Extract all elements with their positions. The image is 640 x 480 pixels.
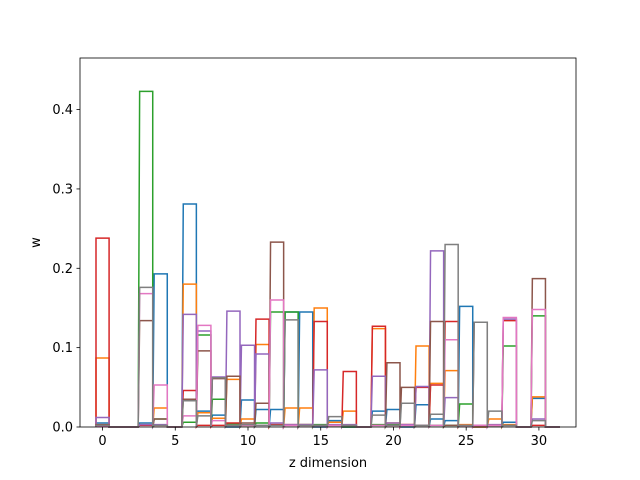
y-tick-label: 0.1 <box>52 341 73 356</box>
x-tick-label: 15 <box>312 434 329 449</box>
x-axis-label: z dimension <box>289 456 367 471</box>
y-tick-label: 0.3 <box>52 182 73 197</box>
axes-layer: 0 5 10 15 20 25 30 0.0 0.1 0.2 0.3 0.4 <box>52 57 577 449</box>
x-tick-label: 30 <box>531 434 548 449</box>
x-tick-label: 5 <box>171 434 179 449</box>
y-axis-label: w <box>29 237 44 248</box>
y-tick-label: 0.0 <box>52 421 73 436</box>
axes-frame <box>79 57 577 428</box>
x-tick-label: 25 <box>458 434 475 449</box>
y-tick-label: 0.2 <box>52 262 73 277</box>
y-tick-label: 0.4 <box>52 103 73 118</box>
x-tick-label: 20 <box>385 434 402 449</box>
x-tick-label: 10 <box>240 434 257 449</box>
x-tick-label: 0 <box>98 434 106 449</box>
